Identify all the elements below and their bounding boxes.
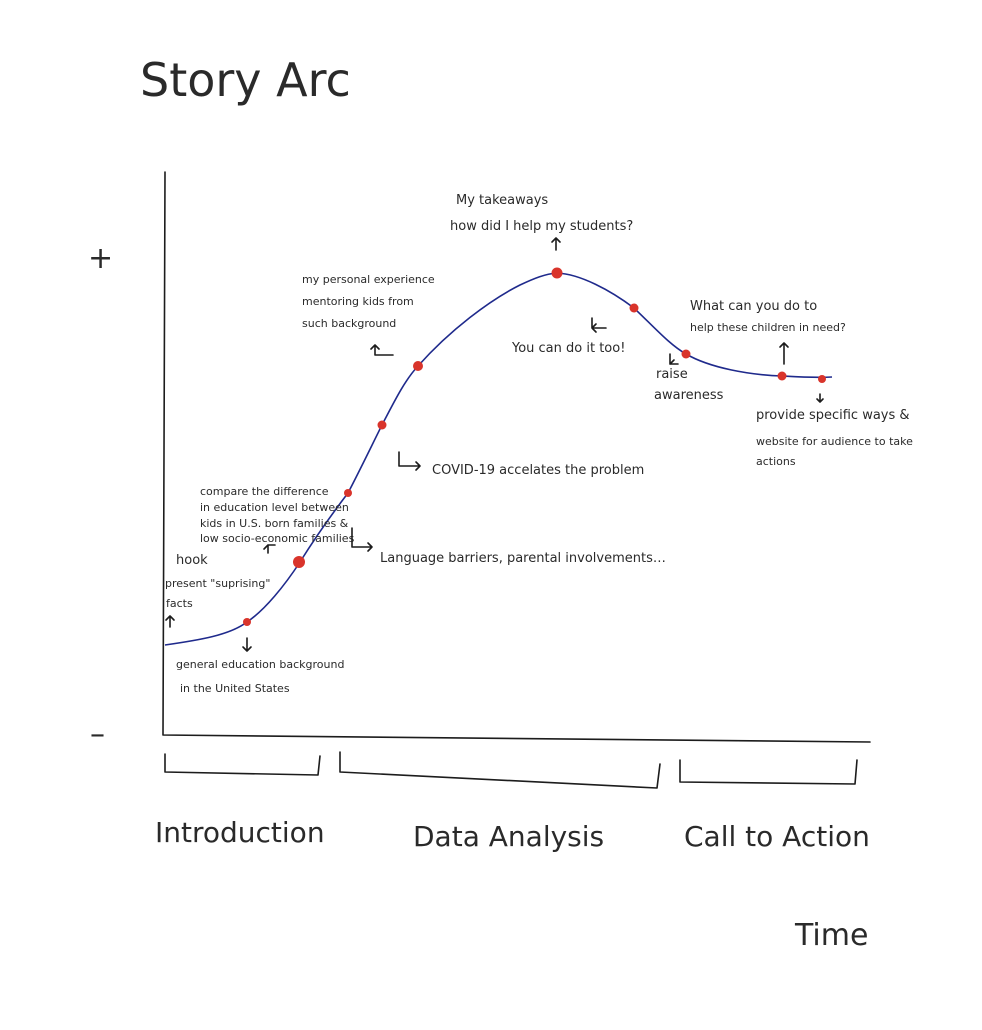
arrow-bent-icon [669,353,679,365]
point-general-background [243,618,251,626]
point-what-can-you-do [777,371,787,381]
svg-text:You can do it too!: You can do it too! [511,341,625,356]
svg-text:such background: such background [302,317,396,330]
point-compare [293,556,305,568]
section-introduction: Introduction [155,816,325,849]
axes [162,171,871,743]
point-language-barriers [344,489,352,497]
arrow-up-icon [779,342,789,365]
svg-text:My takeaways: My takeaways [456,193,548,208]
annotation-you-can: You can do it too! [511,317,625,356]
bracket-introduction [164,753,321,776]
section-data-analysis: Data Analysis [413,820,604,853]
svg-text:compare the difference: compare the difference [200,485,329,498]
svg-text:facts: facts [166,597,193,610]
svg-text:provide specific ways &: provide specific ways & [756,408,910,423]
svg-text:mentoring kids from: mentoring kids from [302,295,414,308]
annotation-takeaways: My takeaways how did I help my students? [450,193,633,251]
svg-text:raise: raise [656,367,688,382]
annotation-raise-awareness: raise awareness [654,353,724,403]
arrow-right-icon [351,527,373,552]
svg-text:COVID-19 accelates the problem: COVID-19 accelates the problem [432,463,644,478]
point-covid [377,420,387,430]
section-call-to-action: Call to Action [684,820,870,853]
arrow-up-icon [551,237,561,251]
y-axis-minus: – [90,717,105,752]
annotation-language: Language barriers, parental involvements… [351,527,666,566]
point-raise-awareness [681,349,691,359]
point-you-can [629,303,639,313]
arrow-down-icon [242,637,252,652]
annotation-general-background: general education background in the Unit… [176,637,344,695]
arrow-bent-icon [591,317,607,333]
annotation-compare: compare the difference in education leve… [200,485,355,554]
svg-text:present "suprising": present "suprising" [165,577,270,590]
y-axis-plus: + [88,241,113,276]
svg-text:Language barriers, parental in: Language barriers, parental involvements… [380,551,666,566]
point-takeaways [551,267,563,279]
svg-text:awareness: awareness [654,388,724,403]
svg-text:What can you do to: What can you do to [690,299,817,314]
svg-text:in the United States: in the United States [180,682,290,695]
annotation-what-can: What can you do to help these children i… [690,299,846,365]
arrow-up-icon [165,615,175,628]
annotation-covid: COVID-19 accelates the problem [398,451,644,478]
annotation-provide: provide specific ways & website for audi… [756,393,913,468]
svg-text:hook: hook [176,553,208,568]
annotation-personal: my personal experience mentoring kids fr… [302,273,435,356]
svg-text:how did I help my students?: how did I help my students? [450,219,633,234]
svg-text:low socio-economic families: low socio-economic families [200,532,355,545]
bracket-data-analysis [339,751,661,789]
point-personal-experience [413,361,423,371]
svg-text:in education level between: in education level between [200,501,349,514]
arrow-down-icon [816,393,824,403]
annotation-hook: hook present "suprising" facts [165,553,270,628]
bracket-call-to-action [679,759,858,785]
svg-text:kids in U.S. born families &: kids in U.S. born families & [200,517,349,530]
svg-text:help these children in need?: help these children in need? [690,321,846,334]
arrow-bent-icon [263,544,276,554]
diagram-title: Story Arc [140,53,351,107]
point-provide-ways [818,375,826,383]
svg-text:actions: actions [756,455,796,468]
arrow-right-icon [398,451,421,471]
arrow-up-icon [370,344,394,356]
x-axis-label: Time [794,918,868,953]
svg-text:general education background: general education background [176,658,344,671]
svg-text:my personal experience: my personal experience [302,273,435,286]
svg-text:website for audience to take: website for audience to take [756,435,913,448]
story-curve [164,272,833,646]
